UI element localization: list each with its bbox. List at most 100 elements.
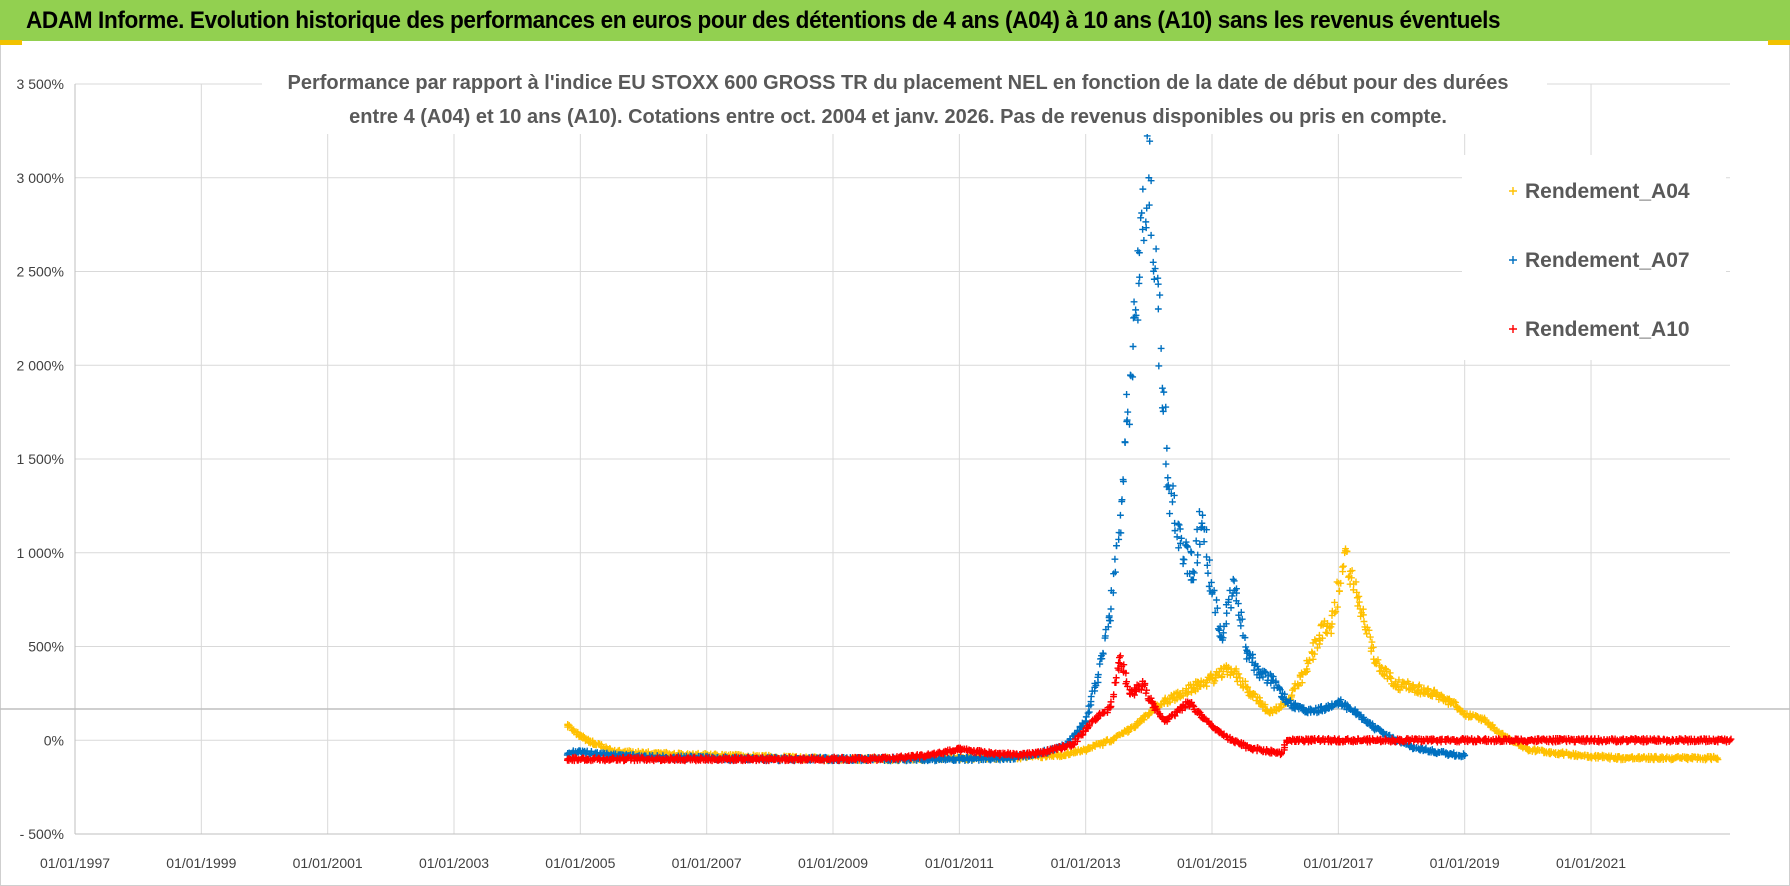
data-point-Rendement_A10-19 <box>1161 718 1169 725</box>
point-Rendement_A04 <box>1166 698 1174 706</box>
data-point-Rendement_A07-21 <box>1164 474 1172 482</box>
point-Rendement_A07 <box>1101 632 1109 640</box>
point-Rendement_A07 <box>1215 626 1223 634</box>
point-Rendement_A07 <box>1169 498 1176 506</box>
data-point-Rendement_A10-29 <box>1309 736 1317 744</box>
point-Rendement_A04 <box>1309 655 1317 663</box>
data-point-Rendement_A10-8 <box>955 746 963 754</box>
x-tick-label-2: 01/01/2001 <box>293 855 363 871</box>
point-Rendement_A07 <box>1111 555 1119 563</box>
point-Rendement_A10 <box>1727 735 1735 743</box>
data-point-Rendement_A04-0 <box>564 721 572 729</box>
legend-marker-Rendement_A10 <box>1509 325 1517 333</box>
point-Rendement_A07 <box>1208 579 1215 586</box>
point-Rendement_A04 <box>1203 682 1211 690</box>
data-point-Rendement_A10-10 <box>1019 751 1026 759</box>
point-Rendement_A04 <box>1352 578 1360 586</box>
y-tick-label-0: - 500% <box>20 826 64 842</box>
point-Rendement_A04 <box>1336 587 1343 595</box>
header-banner: ADAM Informe. Evolution historique des p… <box>0 0 1790 44</box>
x-axis-ticks: 01/01/1997 01/01/1999 01/01/2001 01/01/2003… <box>40 855 1626 871</box>
point-Rendement_A07 <box>1146 137 1154 145</box>
data-point-Rendement_A04-29 <box>1410 684 1418 692</box>
point-Rendement_A07 <box>1360 714 1368 721</box>
point-Rendement_A07 <box>1139 185 1147 193</box>
data-point-Rendement_A10-17 <box>1139 680 1146 688</box>
point-Rendement_A07 <box>1237 608 1245 616</box>
data-point-Rendement_A07-36 <box>1372 725 1380 733</box>
point-Rendement_A04 <box>1367 647 1375 655</box>
data-point-Rendement_A10-32 <box>1398 736 1405 744</box>
point-Rendement_A10 <box>1058 745 1066 753</box>
point-Rendement_A04 <box>1214 671 1222 679</box>
y-tick-label-5: 2 000% <box>17 357 64 373</box>
point-Rendement_A04 <box>1355 598 1363 606</box>
data-point-Rendement_A04-19 <box>1246 688 1254 695</box>
data-point-Rendement_A10-40 <box>1650 736 1658 744</box>
data-point-Rendement_A04-16 <box>1189 684 1197 692</box>
point-Rendement_A07 <box>1136 273 1143 281</box>
legend-label-Rendement_A10: Rendement_A10 <box>1525 318 1690 341</box>
data-point-Rendement_A04-27 <box>1372 658 1380 665</box>
point-Rendement_A07 <box>1150 275 1158 283</box>
point-Rendement_A07 <box>1203 553 1210 561</box>
data-point-Rendement_A04-35 <box>1524 746 1532 754</box>
point-Rendement_A04 <box>1368 638 1376 646</box>
data-point-Rendement_A10-36 <box>1524 736 1532 744</box>
data-point-Rendement_A07-40 <box>1448 750 1456 758</box>
point-Rendement_A07 <box>1142 224 1150 232</box>
data-point-Rendement_A10-2 <box>671 755 679 763</box>
point-Rendement_A07 <box>1169 482 1177 490</box>
point-Rendement_A04 <box>1348 567 1356 574</box>
data-point-Rendement_A07-38 <box>1410 744 1418 752</box>
legend-item-Rendement_A10: Rendement_A10 <box>1509 318 1690 341</box>
point-Rendement_A07 <box>1174 520 1182 528</box>
point-Rendement_A04 <box>1298 669 1305 677</box>
x-tick-label-5: 01/01/2007 <box>672 855 742 871</box>
x-tick-label-8: 01/01/2013 <box>1051 855 1121 871</box>
legend-item-Rendement_A07: Rendement_A07 <box>1509 249 1690 272</box>
x-tick-label-6: 01/01/2009 <box>798 855 868 871</box>
data-point-Rendement_A10-24 <box>1227 736 1235 744</box>
data-point-Rendement_A04-40 <box>1682 754 1690 762</box>
data-point-Rendement_A07-22 <box>1177 539 1184 547</box>
legend-label-Rendement_A04: Rendement_A04 <box>1525 180 1690 203</box>
data-point-Rendement_A07-23 <box>1189 568 1197 575</box>
data-point-Rendement_A04-39 <box>1650 754 1658 762</box>
data-point-Rendement_A10-16 <box>1126 689 1134 697</box>
point-Rendement_A07 <box>1158 404 1166 412</box>
point-Rendement_A07 <box>1135 279 1143 287</box>
point-Rendement_A07 <box>1192 537 1200 545</box>
point-Rendement_A07 <box>1281 690 1288 698</box>
point-Rendement_A07 <box>1261 667 1268 675</box>
series-Rendement_A07 <box>563 132 1469 765</box>
point-Rendement_A04 <box>1223 671 1231 678</box>
point-Rendement_A07 <box>1233 585 1240 593</box>
point-Rendement_A07 <box>1159 384 1166 392</box>
point-Rendement_A04 <box>1157 701 1165 709</box>
point-Rendement_A04 <box>1333 578 1341 586</box>
legend: Rendement_A04 Rendement_A07 Rendement_A10 <box>1462 155 1726 360</box>
series-Rendement_A10 <box>564 652 1735 765</box>
point-Rendement_A04 <box>1322 629 1330 636</box>
y-tick-label-1: 0% <box>44 732 64 748</box>
point-Rendement_A07 <box>1205 582 1213 590</box>
legend-marker-Rendement_A04 <box>1509 187 1517 195</box>
point-Rendement_A07 <box>1149 258 1157 266</box>
point-Rendement_A10 <box>1110 691 1118 698</box>
point-Rendement_A04 <box>1415 681 1423 689</box>
data-point-Rendement_A04-10 <box>1057 751 1064 759</box>
point-Rendement_A07 <box>1115 536 1123 543</box>
point-Rendement_A10 <box>1147 694 1155 702</box>
point-Rendement_A07 <box>1193 526 1201 533</box>
point-Rendement_A04 <box>1387 674 1395 682</box>
data-point-Rendement_A07-18 <box>1135 249 1143 257</box>
data-point-Rendement_A04-13 <box>1132 721 1140 729</box>
point-Rendement_A04 <box>1340 562 1347 570</box>
data-point-Rendement_A10-39 <box>1619 736 1627 744</box>
y-axis-ticks: - 500% 0% 500% 1 000% 1 500% 2 000% 2 500% 3 00… <box>17 76 64 842</box>
point-Rendement_A07 <box>1121 439 1129 446</box>
point-Rendement_A04 <box>1339 563 1346 571</box>
data-point-Rendement_A10-14 <box>1107 703 1115 710</box>
point-Rendement_A07 <box>1193 559 1201 567</box>
